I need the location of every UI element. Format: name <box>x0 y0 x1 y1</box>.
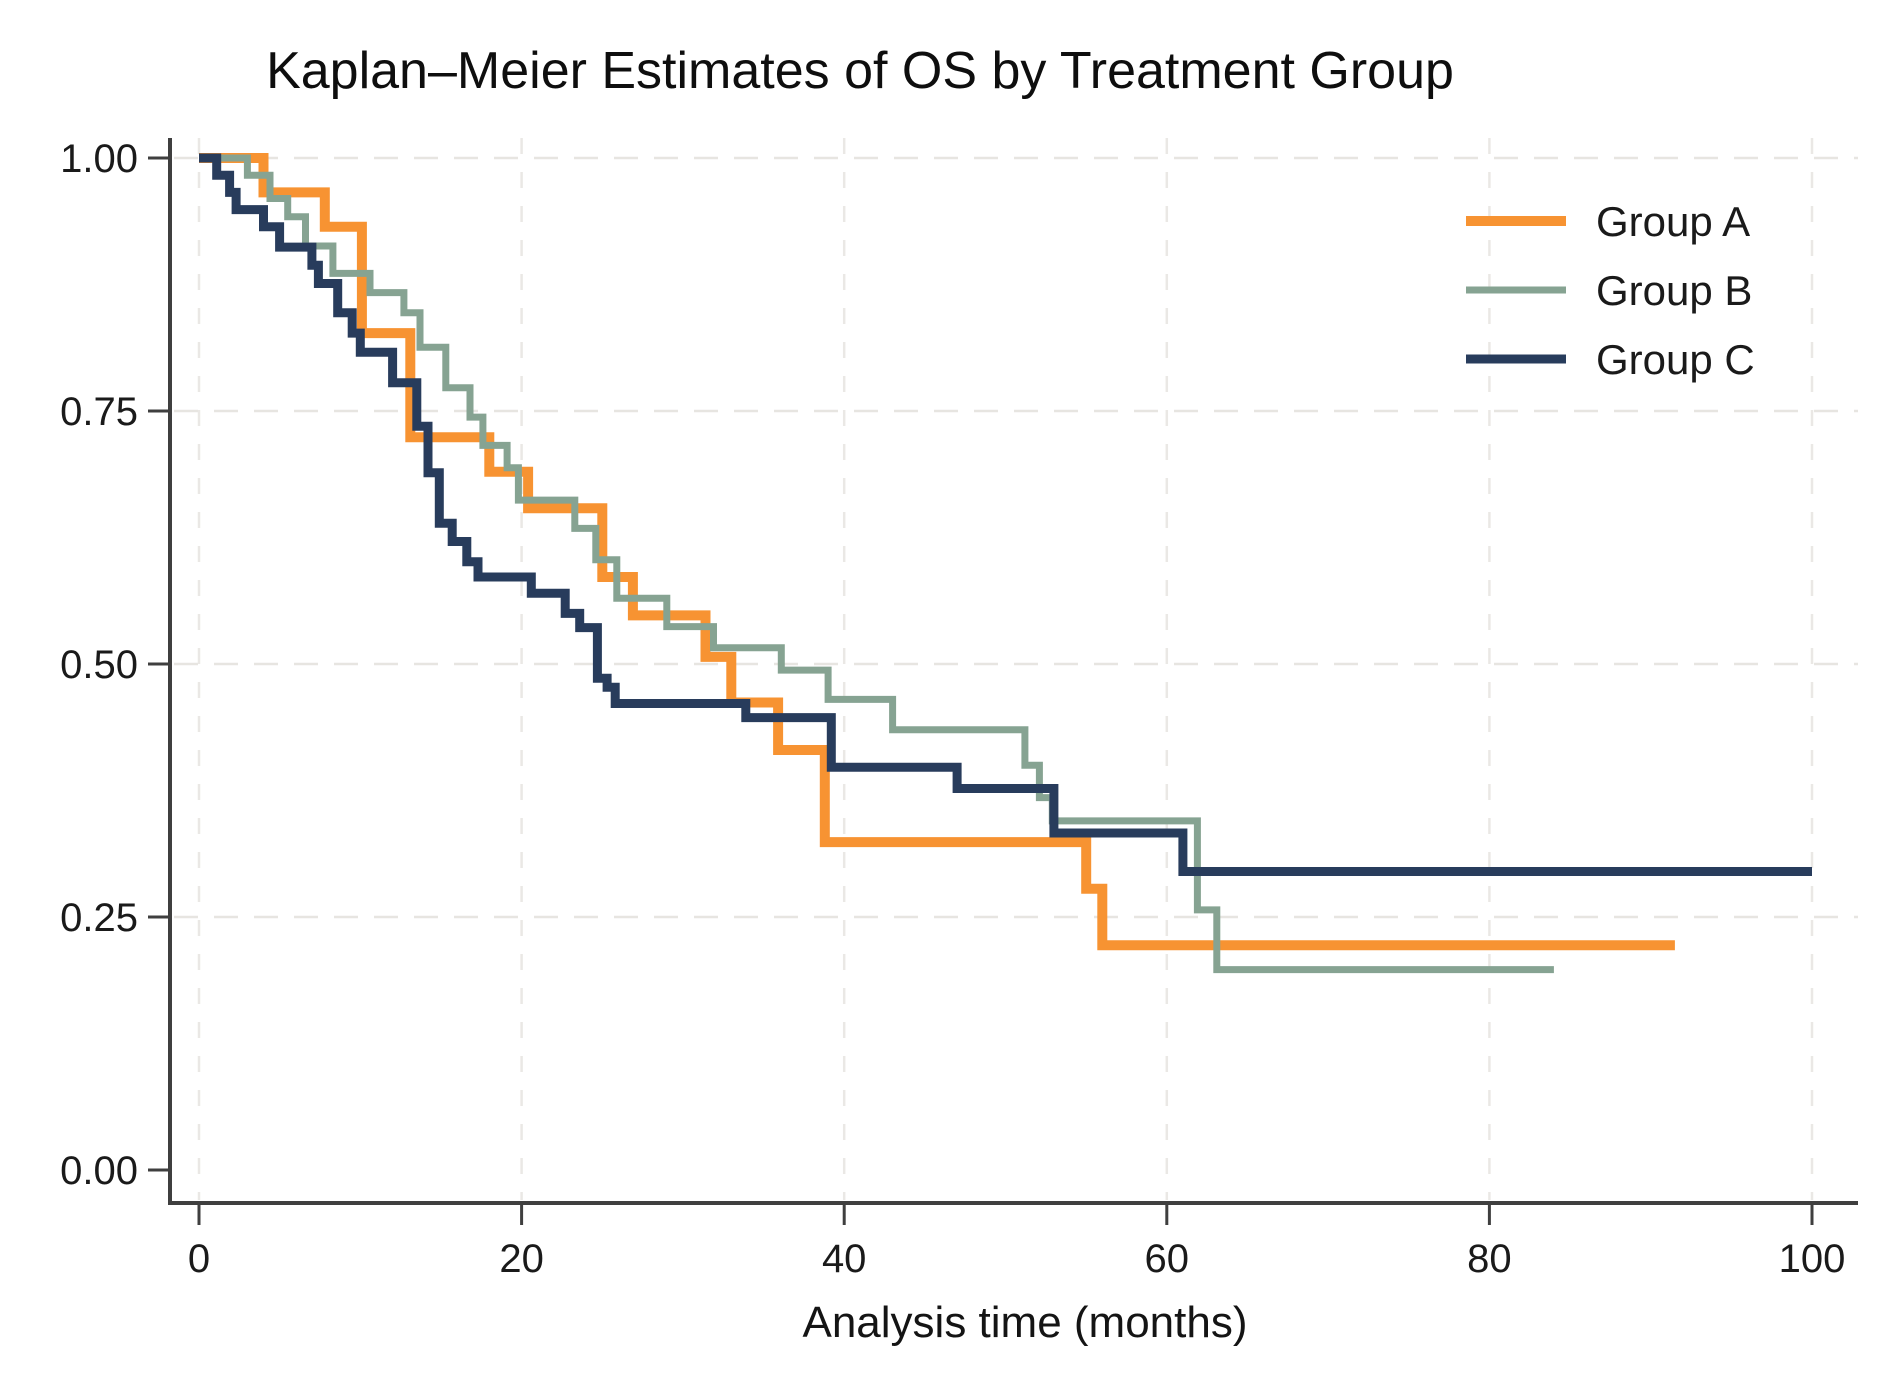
x-tick-label: 80 <box>1467 1237 1512 1281</box>
y-tick-label: 0.00 <box>60 1149 138 1193</box>
x-axis-ticks: 0 20 40 60 80 100 <box>188 1205 1846 1281</box>
x-tick-label: 100 <box>1779 1237 1846 1281</box>
chart-title: Kaplan–Meier Estimates of OS by Treatmen… <box>266 42 1454 100</box>
km-curve-group-a <box>199 153 1675 951</box>
km-curve-group-c <box>199 153 1812 876</box>
km-curve-group-b <box>199 154 1554 974</box>
x-tick-label: 60 <box>1145 1237 1190 1281</box>
legend-label-group-a: Group A <box>1596 198 1750 245</box>
km-curves <box>199 153 1812 974</box>
x-axis-label: Analysis time (months) <box>802 1298 1247 1347</box>
legend: Group A Group B Group C <box>1466 198 1755 383</box>
y-tick-label: 1.00 <box>60 137 138 181</box>
y-tick-label: 0.50 <box>60 643 138 687</box>
y-axis-ticks: 1.00 0.75 0.50 0.25 0.00 <box>60 137 170 1193</box>
x-tick-label: 40 <box>822 1237 867 1281</box>
y-tick-label: 0.75 <box>60 390 138 434</box>
x-tick-label: 0 <box>188 1237 210 1281</box>
y-tick-label: 0.25 <box>60 896 138 940</box>
legend-label-group-b: Group B <box>1596 267 1752 314</box>
x-tick-label: 20 <box>499 1237 544 1281</box>
legend-label-group-c: Group C <box>1596 336 1755 383</box>
gridlines <box>174 138 1858 1200</box>
